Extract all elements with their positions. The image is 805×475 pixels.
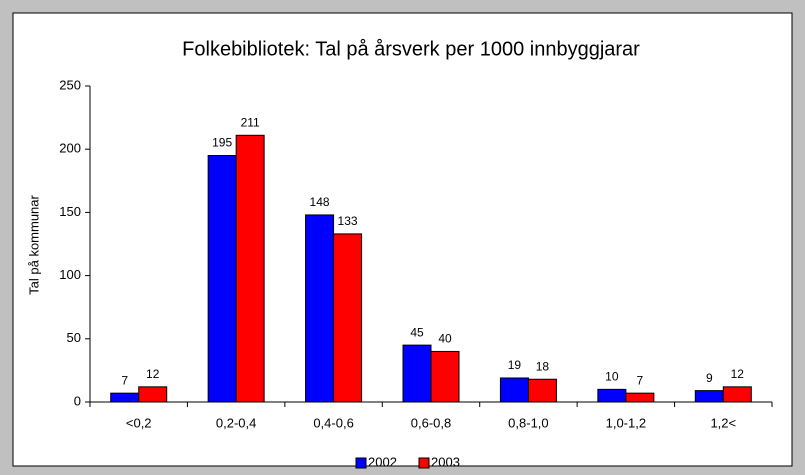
x-tick-label: 0,4-0,6: [313, 415, 353, 430]
x-tick-label: 0,2-0,4: [216, 415, 256, 430]
bar: [333, 233, 363, 403]
y-tick-label: 100: [59, 267, 81, 282]
bar: [138, 386, 168, 403]
bar: [305, 214, 335, 403]
legend-label: 2003: [431, 454, 460, 469]
bar: [430, 350, 460, 403]
bar: [527, 378, 557, 403]
bar: [499, 377, 529, 403]
data-label: 19: [508, 358, 522, 372]
x-tick-label: 1,0-1,2: [606, 415, 646, 430]
data-label: 45: [410, 325, 424, 339]
data-label: 12: [146, 367, 160, 381]
x-tick-label: 0,6-0,8: [411, 415, 451, 430]
y-axis-label: Tal på kommunar: [26, 194, 41, 294]
y-tick-label: 200: [59, 141, 81, 156]
bar: [694, 390, 724, 403]
bar: [110, 392, 140, 403]
data-label: 12: [731, 367, 745, 381]
data-label: 195: [212, 136, 232, 150]
data-label: 211: [241, 115, 260, 129]
data-label: 133: [338, 214, 358, 228]
data-label: 10: [605, 370, 619, 384]
y-tick-label: 50: [67, 330, 81, 345]
y-tick-label: 150: [59, 204, 81, 219]
bar: [207, 155, 237, 403]
bar: [722, 386, 752, 403]
bar: [597, 388, 627, 403]
x-tick-label: <0,2: [126, 415, 152, 430]
legend-swatch: [355, 457, 367, 469]
data-label: 7: [121, 373, 128, 387]
data-label: 40: [438, 332, 452, 346]
data-label: 9: [706, 371, 713, 385]
legend-swatch: [418, 457, 430, 469]
bar: [625, 392, 655, 403]
y-tick-label: 0: [74, 393, 81, 408]
data-label: 7: [637, 373, 644, 387]
chart-title: Folkebibliotek: Tal på årsverk per 1000 …: [182, 38, 640, 60]
bar: [235, 134, 265, 403]
data-label: 148: [310, 195, 330, 209]
y-tick-label: 250: [59, 77, 81, 92]
x-tick-label: 0,8-1,0: [508, 415, 548, 430]
legend-label: 2002: [368, 454, 397, 469]
x-tick-label: 1,2<: [710, 415, 736, 430]
data-label: 18: [536, 359, 550, 373]
bar: [402, 344, 432, 403]
